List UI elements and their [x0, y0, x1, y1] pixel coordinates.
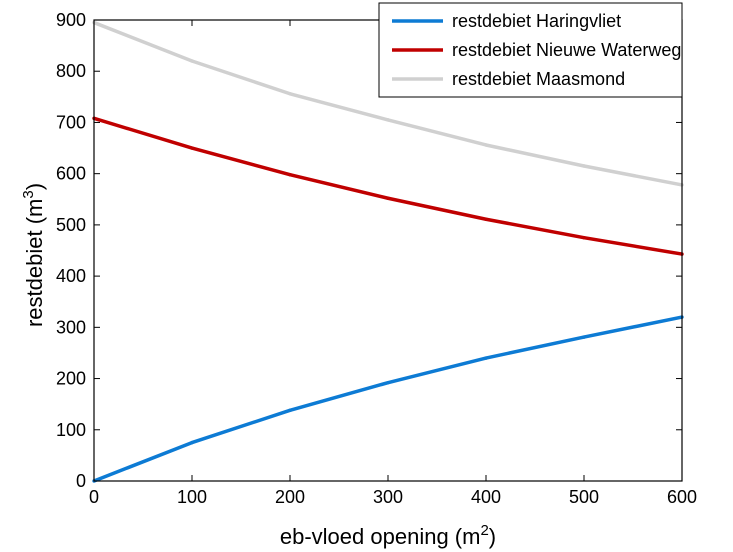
data-point	[288, 408, 292, 413]
y-tick-label: 600	[56, 164, 86, 184]
data-point	[288, 172, 292, 177]
y-axis-label-text: restdebiet (m	[22, 199, 47, 327]
x-tick-label: 600	[667, 487, 697, 507]
x-tick-label: 0	[89, 487, 99, 507]
ticks-layer: 0 100 200 300 400 500 600 0 100 200 300 400 500 600 70…	[56, 10, 697, 507]
x-tick-label: 200	[275, 487, 305, 507]
x-tick-label: 400	[471, 487, 501, 507]
data-point	[484, 356, 488, 360]
y-tick-label: 200	[56, 369, 86, 389]
x-tick-label: 300	[373, 487, 403, 507]
legend-label-haringvliet: restdebiet Haringvliet	[452, 11, 621, 31]
y-tick-label: 400	[56, 266, 86, 286]
series-line-0	[93, 315, 683, 483]
legend-label-maasmond: restdebiet Maasmond	[452, 69, 625, 89]
data-point	[484, 217, 488, 221]
data-point	[288, 92, 292, 96]
legend: restdebiet Haringvliet restdebiet Nieuwe…	[378, 2, 683, 98]
series-layer	[92, 20, 684, 483]
x-axis-label-close: )	[489, 524, 496, 549]
y-tick-label: 300	[56, 317, 86, 337]
y-tick-label: 500	[56, 215, 86, 235]
data-point	[386, 196, 390, 200]
y-axis-label-superscript: 3	[20, 190, 37, 198]
data-point	[190, 59, 194, 63]
data-point	[386, 118, 390, 122]
x-axis-label-superscript: 2	[480, 522, 488, 539]
data-point	[386, 380, 390, 385]
y-tick-label: 900	[56, 10, 86, 30]
series-line-1	[93, 116, 683, 256]
y-tick-label: 700	[56, 112, 86, 132]
x-tick-label: 100	[177, 487, 207, 507]
y-axis-label-close: )	[22, 183, 47, 190]
y-tick-label: 800	[56, 61, 86, 81]
data-point	[582, 235, 586, 240]
data-point	[484, 143, 488, 147]
legend-label-nieuwe-waterweg: restdebiet Nieuwe Waterweg	[452, 40, 681, 60]
y-tick-label: 100	[56, 420, 86, 440]
data-point	[190, 146, 194, 150]
data-point	[582, 335, 586, 339]
data-point	[582, 164, 586, 168]
x-axis-label: eb-vloed opening (m2)	[280, 522, 496, 549]
x-tick-label: 500	[569, 487, 599, 507]
data-point	[190, 440, 194, 445]
x-axis-label-text: eb-vloed opening (m	[280, 524, 481, 549]
y-tick-label: 0	[76, 471, 86, 491]
y-axis-label: restdebiet (m3)	[20, 183, 47, 327]
